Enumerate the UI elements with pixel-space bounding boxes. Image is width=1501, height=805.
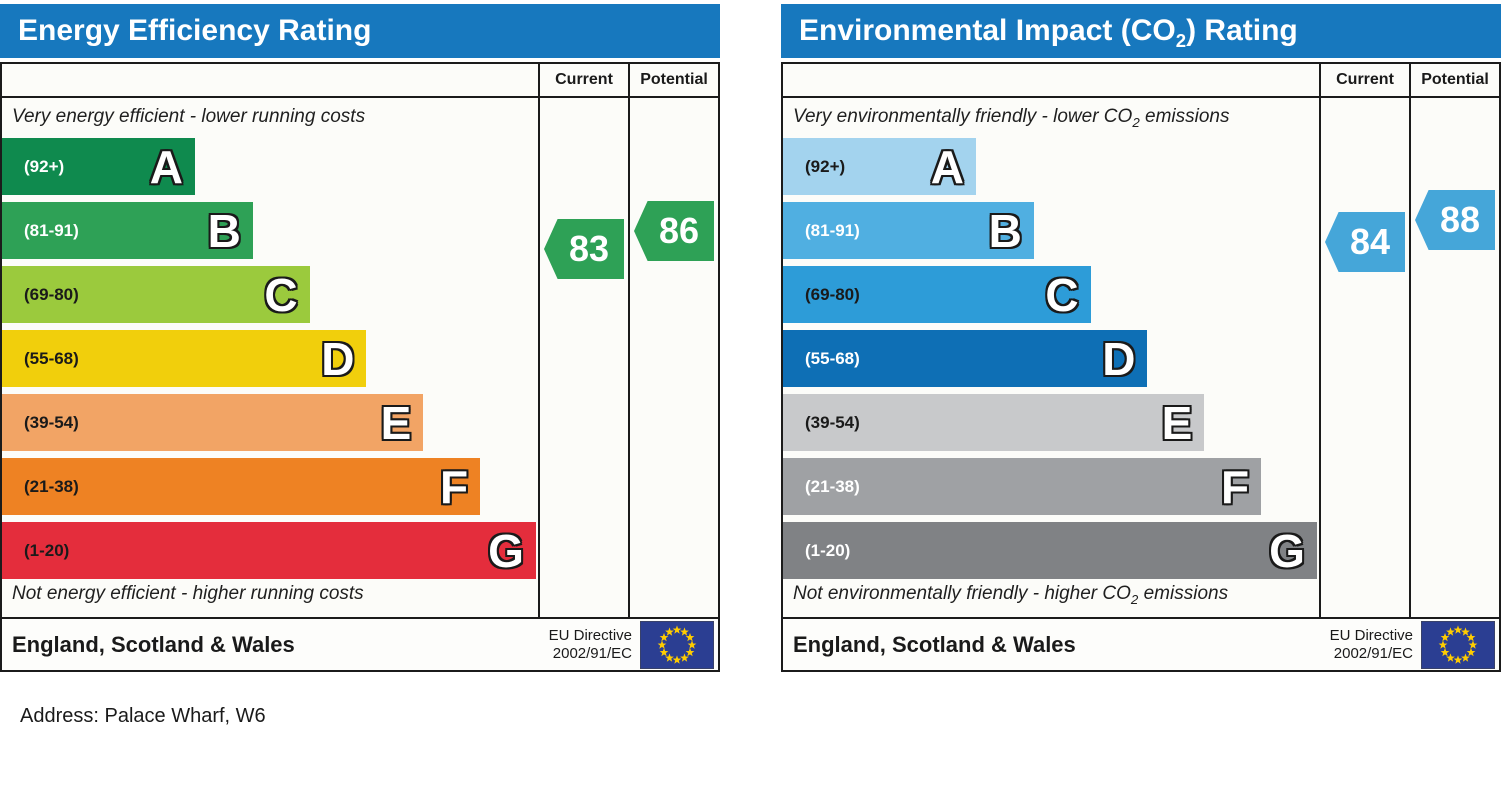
potential-rating-arrow: 86 <box>634 201 714 261</box>
potential-column-header: Potential <box>1409 64 1499 96</box>
band-f-range: (21-38) <box>24 476 79 496</box>
band-g-range: (1-20) <box>805 540 851 560</box>
energy-chart-frame: Current Potential Very energy efficient … <box>0 62 720 672</box>
band-f: (21-38) F <box>783 458 1262 515</box>
current-rating-arrow: 83 <box>544 219 624 279</box>
band-g: (1-20) G <box>2 522 536 579</box>
band-e-range: (39-54) <box>805 412 860 432</box>
header-spacer <box>2 64 538 96</box>
potential-column-header: Potential <box>628 64 718 96</box>
band-b-letter: B <box>988 204 1022 257</box>
band-b-letter: B <box>207 204 241 257</box>
current-column-header: Current <box>1319 64 1409 96</box>
eu-flag-icon <box>640 620 714 669</box>
score-columns: 83 86 <box>538 98 718 617</box>
address-line: Address: Palace Wharf, W6 <box>20 705 266 727</box>
band-d-range: (55-68) <box>805 348 860 368</box>
bottom-caption: Not environmentally friendly - higher CO… <box>793 583 1229 607</box>
eu-flag-icon <box>1421 620 1495 669</box>
band-b: (81-91) B <box>783 202 1034 259</box>
column-header-row: Current Potential <box>783 64 1499 98</box>
band-c-range: (69-80) <box>24 284 79 304</box>
score-columns: 84 88 <box>1319 98 1499 617</box>
band-d-letter: D <box>1102 332 1136 385</box>
co2-chart-body: Very environmentally friendly - lower CO… <box>783 98 1499 617</box>
band-a: (92+) A <box>2 138 195 195</box>
title-subscript: 2 <box>1175 30 1187 51</box>
potential-rating-value: 86 <box>658 210 700 251</box>
band-g-letter: G <box>488 524 524 577</box>
region-label: England, Scotland & Wales <box>12 631 295 657</box>
rating-bands: (92+) A (81-91) B (69-80) C (55-68) D (39-54… <box>2 138 538 586</box>
band-c-range: (69-80) <box>805 284 860 304</box>
current-rating-value: 84 <box>1349 221 1391 262</box>
band-f-range: (21-38) <box>805 476 860 496</box>
band-a-range: (92+) <box>805 156 846 176</box>
top-caption: Very environmentally friendly - lower CO… <box>793 106 1230 130</box>
potential-column: 88 <box>1409 98 1499 617</box>
band-d: (55-68) D <box>2 330 367 387</box>
current-rating-value: 83 <box>568 228 610 269</box>
band-e: (39-54) E <box>2 394 424 451</box>
region-label: England, Scotland & Wales <box>793 631 1076 657</box>
band-e-letter: E <box>1161 396 1193 449</box>
eu-directive-label: EU Directive 2002/91/EC <box>1329 626 1413 662</box>
co2-chart-frame: Current Potential Very environmentally f… <box>781 62 1501 672</box>
title-text: Energy Efficiency Rating <box>18 14 372 47</box>
band-b-range: (81-91) <box>805 220 860 240</box>
energy-chart-body: Very energy efficient - lower running co… <box>2 98 718 617</box>
title-text-end: ) Rating <box>1186 14 1298 47</box>
band-c-letter: C <box>264 268 298 321</box>
bottom-caption: Not energy efficient - higher running co… <box>12 583 364 605</box>
current-column-header: Current <box>538 64 628 96</box>
band-g-range: (1-20) <box>24 540 70 560</box>
band-f: (21-38) F <box>2 458 481 515</box>
band-c: (69-80) C <box>2 266 310 323</box>
top-caption: Very energy efficient - lower running co… <box>12 106 366 127</box>
band-c-letter: C <box>1045 268 1079 321</box>
band-f-letter: F <box>440 460 469 513</box>
current-rating-arrow: 84 <box>1325 212 1405 272</box>
header-spacer <box>783 64 1319 96</box>
band-c: (69-80) C <box>783 266 1091 323</box>
current-column: 83 <box>538 98 628 617</box>
energy-efficiency-chart: Energy Efficiency Rating Current Potenti… <box>0 4 720 672</box>
co2-chart-title: Environmental Impact (CO2) Rating <box>781 4 1501 58</box>
rating-bands: (92+) A (81-91) B (69-80) C (55-68) D (39-54… <box>783 138 1319 586</box>
band-a-letter: A <box>149 140 183 193</box>
band-g-letter: G <box>1269 524 1305 577</box>
environmental-impact-chart: Environmental Impact (CO2) Rating Curren… <box>781 4 1501 672</box>
title-text: Environmental Impact (CO <box>799 14 1176 47</box>
band-g: (1-20) G <box>783 522 1317 579</box>
band-a-letter: A <box>930 140 964 193</box>
band-f-letter: F <box>1221 460 1250 513</box>
band-b: (81-91) B <box>2 202 253 259</box>
eu-directive-label: EU Directive 2002/91/EC <box>548 626 632 662</box>
band-d-letter: D <box>321 332 355 385</box>
band-e-range: (39-54) <box>24 412 79 432</box>
chart-footer: England, Scotland & Wales EU Directive 2… <box>2 617 718 670</box>
energy-chart-title: Energy Efficiency Rating <box>0 4 720 58</box>
band-a-range: (92+) <box>24 156 65 176</box>
charts-row: Energy Efficiency Rating Current Potenti… <box>0 4 1501 672</box>
current-column: 84 <box>1319 98 1409 617</box>
band-b-range: (81-91) <box>24 220 79 240</box>
potential-rating-value: 88 <box>1439 199 1481 240</box>
band-e-letter: E <box>380 396 412 449</box>
potential-column: 86 <box>628 98 718 617</box>
band-d: (55-68) D <box>783 330 1148 387</box>
band-d-range: (55-68) <box>24 348 79 368</box>
column-header-row: Current Potential <box>2 64 718 98</box>
band-a: (92+) A <box>783 138 976 195</box>
chart-footer: England, Scotland & Wales EU Directive 2… <box>783 617 1499 670</box>
band-e: (39-54) E <box>783 394 1205 451</box>
potential-rating-arrow: 88 <box>1415 190 1495 250</box>
